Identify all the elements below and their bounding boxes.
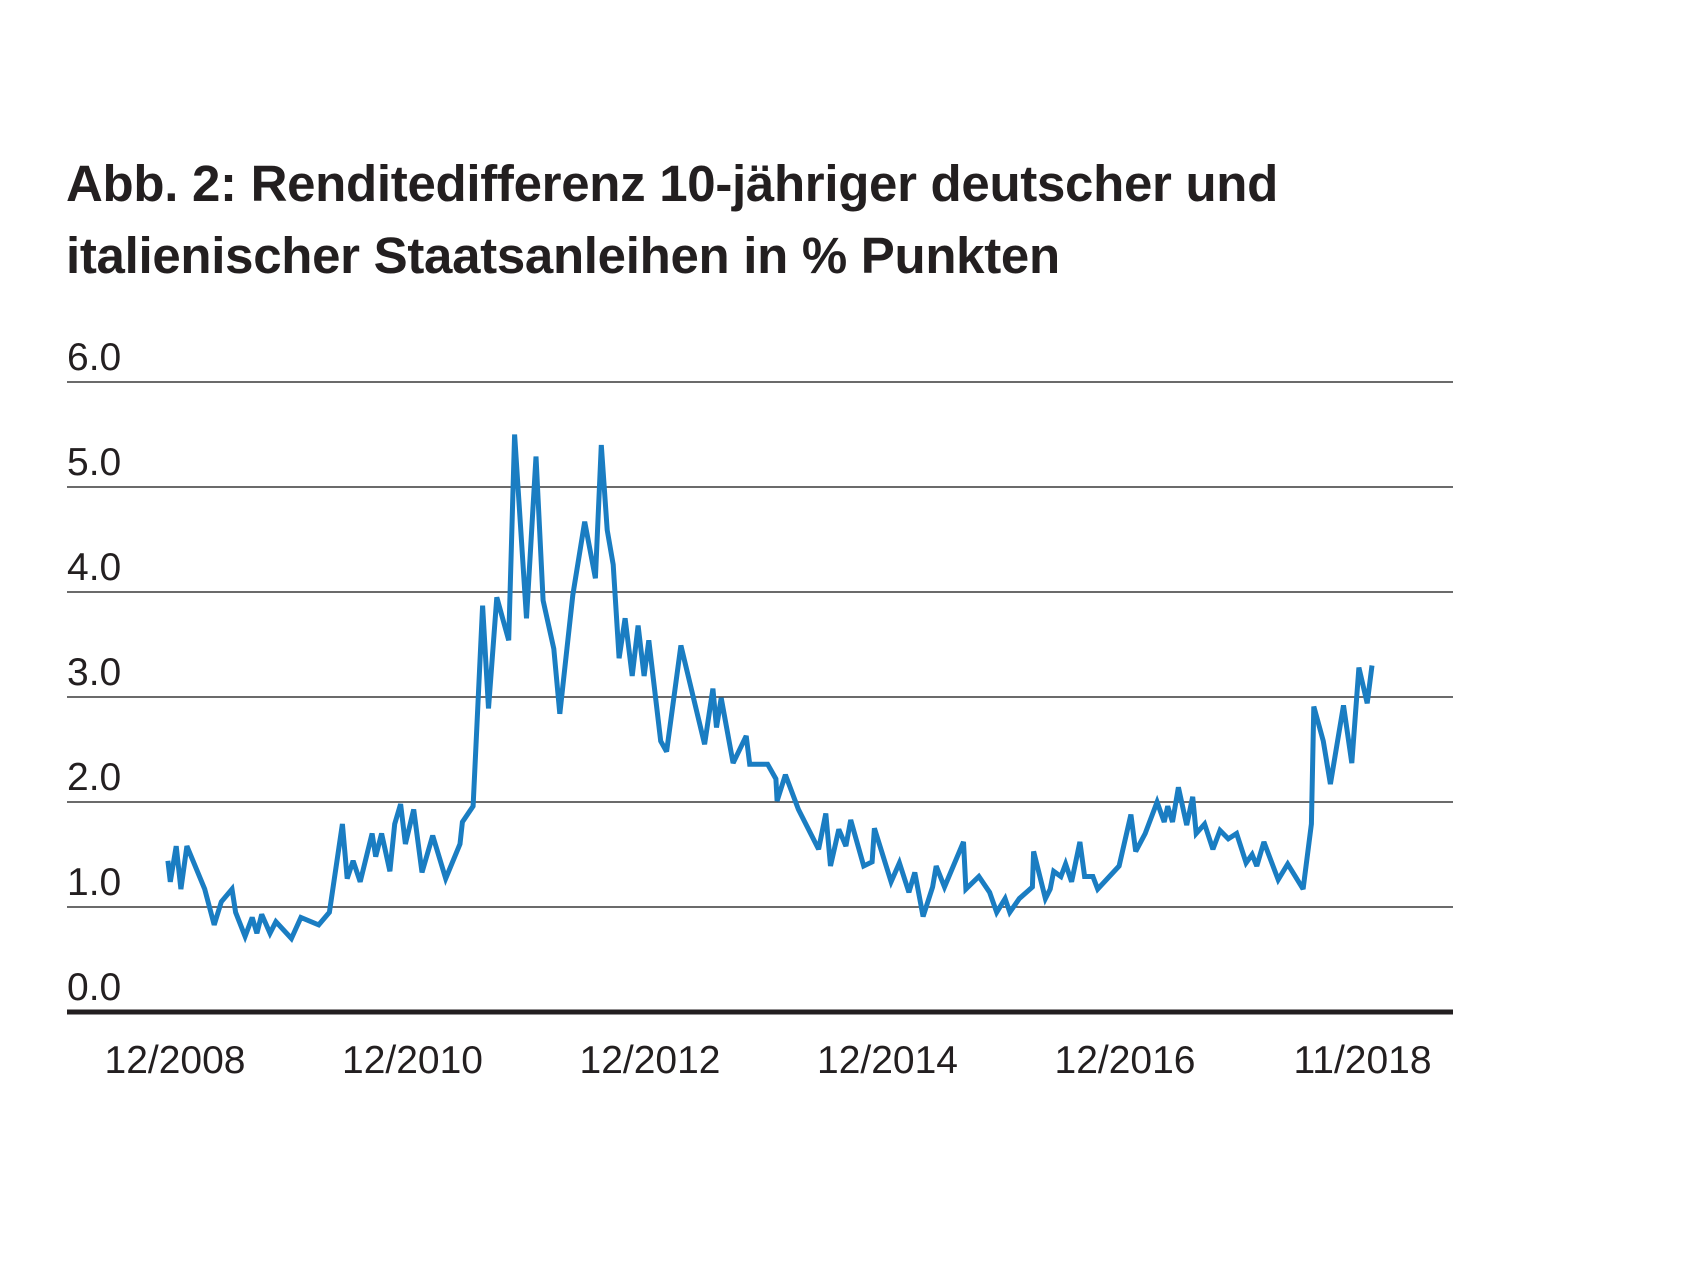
y-tick-label: 4.0 — [67, 546, 121, 589]
x-axis-ticks: 12/2008 12/2010 12/2012 12/2014 12/2016 11/20… — [105, 1039, 1432, 1082]
gridlines — [67, 381, 1453, 1015]
y-tick-label: 3.0 — [67, 651, 121, 694]
y-tick-label: 1.0 — [67, 861, 121, 904]
x-tick-label: 12/2010 — [342, 1039, 483, 1082]
chart-title: Abb. 2: Renditedifferenz 10-jähriger deu… — [66, 148, 1278, 292]
x-tick-label: 12/2014 — [817, 1039, 958, 1082]
x-tick-label: 12/2008 — [105, 1039, 246, 1082]
series-line — [165, 434, 1375, 944]
y-tick-label: 0.0 — [67, 966, 121, 1009]
x-tick-label: 12/2016 — [1055, 1039, 1196, 1082]
x-tick-label: 12/2012 — [580, 1039, 721, 1082]
chart-title-line-2: italienischer Staatsanleihen in % Punkte… — [66, 227, 1060, 284]
y-tick-label: 2.0 — [67, 756, 121, 799]
y-axis-ticks: 0.0 1.0 2.0 3.0 4.0 5.0 6.0 — [67, 336, 121, 1009]
y-tick-label: 6.0 — [67, 336, 121, 379]
chart-title-line-1: Abb. 2: Renditedifferenz 10-jähriger deu… — [66, 155, 1279, 212]
y-tick-label: 5.0 — [67, 441, 121, 484]
x-tick-label: 11/2018 — [1293, 1039, 1431, 1082]
series-layer — [165, 434, 1375, 944]
